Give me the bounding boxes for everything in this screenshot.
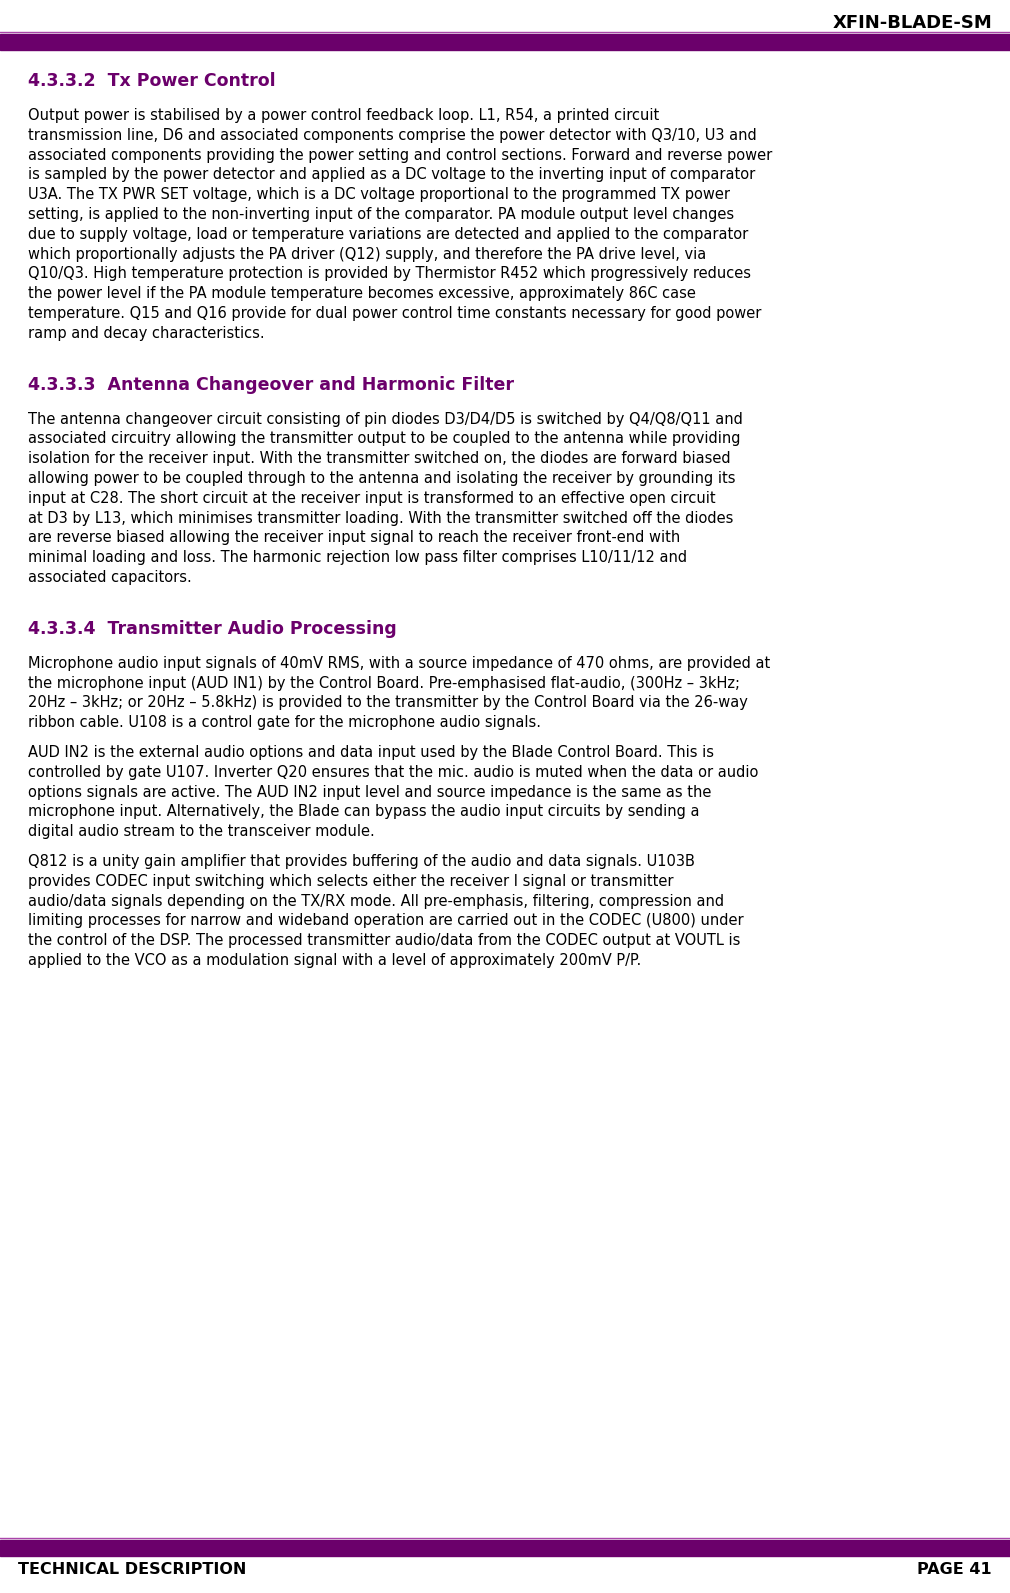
Text: Output power is stabilised by a power control feedback loop. L1, R54, a printed : Output power is stabilised by a power co… — [28, 108, 660, 123]
Text: options signals are active. The AUD IN2 input level and source impedance is the : options signals are active. The AUD IN2 … — [28, 785, 711, 800]
Text: Q10/Q3. High temperature protection is provided by Thermistor R452 which progres: Q10/Q3. High temperature protection is p… — [28, 266, 751, 282]
Text: TECHNICAL DESCRIPTION: TECHNICAL DESCRIPTION — [18, 1563, 246, 1577]
Text: setting, is applied to the non-inverting input of the comparator. PA module outp: setting, is applied to the non-inverting… — [28, 207, 734, 221]
Text: associated circuitry allowing the transmitter output to be coupled to the antenn: associated circuitry allowing the transm… — [28, 432, 740, 446]
Text: provides CODEC input switching which selects either the receiver I signal or tra: provides CODEC input switching which sel… — [28, 875, 674, 889]
Text: limiting processes for narrow and wideband operation are carried out in the CODE: limiting processes for narrow and wideba… — [28, 913, 743, 929]
Text: 4.3.3.2  Tx Power Control: 4.3.3.2 Tx Power Control — [28, 72, 276, 89]
Text: 20Hz – 3kHz; or 20Hz – 5.8kHz) is provided to the transmitter by the Control Boa: 20Hz – 3kHz; or 20Hz – 5.8kHz) is provid… — [28, 696, 747, 710]
Text: the microphone input (AUD IN1) by the Control Board. Pre-emphasised flat-audio, : the microphone input (AUD IN1) by the Co… — [28, 675, 740, 691]
Text: microphone input. Alternatively, the Blade can bypass the audio input circuits b: microphone input. Alternatively, the Bla… — [28, 804, 700, 819]
Bar — [0, 33, 1010, 49]
Text: applied to the VCO as a modulation signal with a level of approximately 200mV P/: applied to the VCO as a modulation signa… — [28, 953, 641, 969]
Text: the control of the DSP. The processed transmitter audio/data from the CODEC outp: the control of the DSP. The processed tr… — [28, 933, 740, 948]
Text: Q812 is a unity gain amplifier that provides buffering of the audio and data sig: Q812 is a unity gain amplifier that prov… — [28, 854, 695, 870]
Text: due to supply voltage, load or temperature variations are detected and applied t: due to supply voltage, load or temperatu… — [28, 226, 748, 242]
Text: minimal loading and loss. The harmonic rejection low pass filter comprises L10/1: minimal loading and loss. The harmonic r… — [28, 550, 687, 566]
Text: allowing power to be coupled through to the antenna and isolating the receiver b: allowing power to be coupled through to … — [28, 472, 735, 486]
Text: is sampled by the power detector and applied as a DC voltage to the inverting in: is sampled by the power detector and app… — [28, 167, 755, 183]
Text: associated components providing the power setting and control sections. Forward : associated components providing the powe… — [28, 148, 773, 162]
Text: isolation for the receiver input. With the transmitter switched on, the diodes a: isolation for the receiver input. With t… — [28, 451, 730, 467]
Text: which proportionally adjusts the PA driver (Q12) supply, and therefore the PA dr: which proportionally adjusts the PA driv… — [28, 247, 706, 261]
Text: XFIN-BLADE-SM: XFIN-BLADE-SM — [832, 14, 992, 32]
Text: the power level if the PA module temperature becomes excessive, approximately 86: the power level if the PA module tempera… — [28, 287, 696, 301]
Text: at D3 by L13, which minimises transmitter loading. With the transmitter switched: at D3 by L13, which minimises transmitte… — [28, 511, 733, 526]
Text: PAGE 41: PAGE 41 — [917, 1563, 992, 1577]
Text: The antenna changeover circuit consisting of pin diodes D3/D4/D5 is switched by : The antenna changeover circuit consistin… — [28, 411, 743, 427]
Text: input at C28. The short circuit at the receiver input is transformed to an effec: input at C28. The short circuit at the r… — [28, 491, 716, 507]
Text: Microphone audio input signals of 40mV RMS, with a source impedance of 470 ohms,: Microphone audio input signals of 40mV R… — [28, 656, 771, 671]
Text: digital audio stream to the transceiver module.: digital audio stream to the transceiver … — [28, 824, 375, 840]
Text: are reverse biased allowing the receiver input signal to reach the receiver fron: are reverse biased allowing the receiver… — [28, 530, 681, 545]
Text: 4.3.3.3  Antenna Changeover and Harmonic Filter: 4.3.3.3 Antenna Changeover and Harmonic … — [28, 376, 514, 393]
Text: associated capacitors.: associated capacitors. — [28, 570, 192, 585]
Text: transmission line, D6 and associated components comprise the power detector with: transmission line, D6 and associated com… — [28, 127, 756, 143]
Text: temperature. Q15 and Q16 provide for dual power control time constants necessary: temperature. Q15 and Q16 provide for dua… — [28, 306, 762, 322]
Text: audio/data signals depending on the TX/RX mode. All pre-emphasis, filtering, com: audio/data signals depending on the TX/R… — [28, 894, 724, 908]
Bar — [0, 1540, 1010, 1556]
Text: 4.3.3.4  Transmitter Audio Processing: 4.3.3.4 Transmitter Audio Processing — [28, 620, 397, 637]
Text: controlled by gate U107. Inverter Q20 ensures that the mic. audio is muted when : controlled by gate U107. Inverter Q20 en… — [28, 765, 759, 781]
Text: ribbon cable. U108 is a control gate for the microphone audio signals.: ribbon cable. U108 is a control gate for… — [28, 715, 541, 730]
Text: AUD IN2 is the external audio options and data input used by the Blade Control B: AUD IN2 is the external audio options an… — [28, 746, 714, 760]
Text: ramp and decay characteristics.: ramp and decay characteristics. — [28, 327, 265, 341]
Text: U3A. The TX PWR SET voltage, which is a DC voltage proportional to the programme: U3A. The TX PWR SET voltage, which is a … — [28, 188, 730, 202]
